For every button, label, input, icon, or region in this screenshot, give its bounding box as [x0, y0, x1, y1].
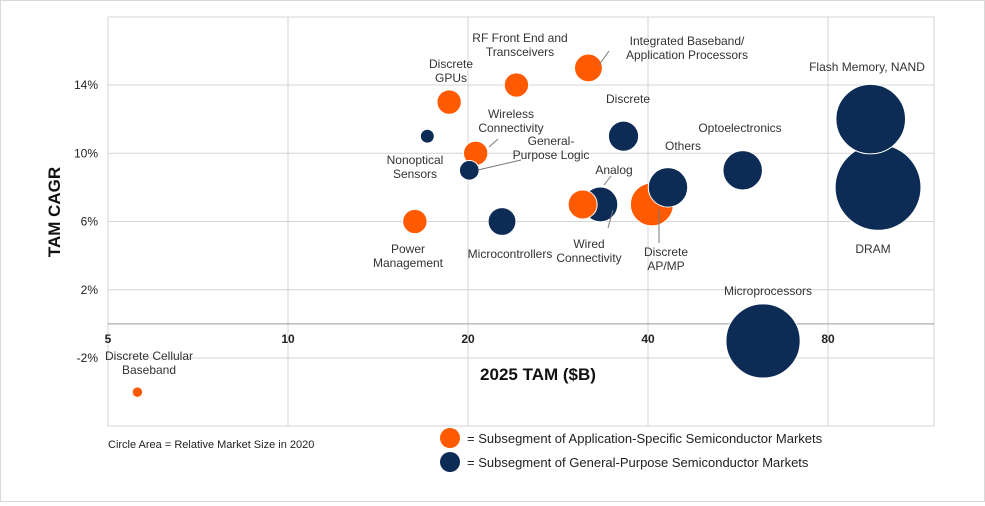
bubble-rf-front-end-and-transceivers [503, 72, 530, 98]
x-tick-20: 20 [461, 332, 475, 346]
bubble-dram [834, 143, 922, 231]
leader-line-4 [607, 209, 614, 229]
bubbles [131, 53, 922, 398]
tick-labels: 5 10 20 40 80 -2% 2% 6% 10% 14% [74, 78, 835, 365]
legend-label-general-purpose: = Subsegment of General-Purpose Semicond… [467, 455, 809, 470]
label-wireless-connectivity: Wireless Connectivity [478, 107, 543, 135]
bubble-microcontrollers [487, 207, 517, 236]
bubble-general-purpose-logic [458, 159, 480, 181]
bubble-discrete [607, 120, 640, 152]
x-axis-title: 2025 TAM ($B) [480, 365, 596, 384]
label-others: Others [665, 139, 701, 153]
legend: = Subsegment of Application-Specific Sem… [440, 428, 823, 472]
y-tick-10: 10% [74, 146, 98, 160]
bubble-flash-memory-nand [835, 83, 907, 155]
label-microcontrollers: Microcontrollers [468, 247, 553, 261]
label-power-management: Power Management [373, 242, 444, 270]
bubble-labels: DRAM Microprocessors Flash Memory, NAND Dis… [105, 31, 925, 377]
label-analog: Analog [595, 163, 632, 177]
label-discrete-gpus: Discrete GPUs [429, 57, 473, 85]
label-discrete: Discrete [606, 92, 650, 106]
leader-line-6 [603, 175, 612, 186]
leader-line-1 [488, 138, 499, 148]
x-tick-40: 40 [641, 332, 655, 346]
legend-swatch-application-specific [440, 428, 460, 448]
bubble-power-management [402, 208, 428, 235]
bubble-optoelectronics [722, 150, 763, 191]
legend-label-application-specific: = Subsegment of Application-Specific Sem… [467, 431, 823, 446]
y-tick-2: -2% [77, 351, 99, 365]
y-tick-6: 6% [81, 215, 99, 229]
legend-swatch-general-purpose [440, 452, 460, 472]
label-discrete-cellular-baseband: Discrete Cellular Baseband [105, 349, 193, 377]
leader-line-2 [598, 50, 610, 66]
y-axis-title: TAM CAGR [45, 167, 64, 257]
leader-line-3 [477, 159, 522, 171]
label-discrete-ap-mp: Discrete AP/MP [644, 245, 688, 273]
bubble-others [647, 167, 689, 208]
label-rf-front-end-and-transceivers: RF Front End and Transceivers [472, 31, 567, 59]
label-integrated-baseband-application-processors: Integrated Baseband/Application Processo… [626, 34, 748, 62]
y-tick-2: 2% [81, 283, 99, 297]
bubble-microprocessors [725, 303, 801, 379]
x-tick-80: 80 [821, 332, 835, 346]
leader-lines [477, 50, 660, 243]
label-wired-connectivity: Wired Connectivity [556, 237, 621, 265]
x-tick-5: 5 [105, 332, 112, 346]
bubble-nonoptical-sensors [419, 128, 435, 144]
label-optoelectronics: Optoelectronics [698, 121, 781, 135]
y-tick-14: 14% [74, 78, 98, 92]
label-nonoptical-sensors: Nonoptical Sensors [387, 153, 444, 181]
bubble-discrete-cellular-baseband [131, 386, 144, 398]
label-microprocessors: Microprocessors [724, 284, 812, 298]
label-flash-memory-nand: Flash Memory, NAND [809, 60, 925, 74]
label-general-purpose-logic: General-Purpose Logic [513, 134, 590, 162]
x-tick-10: 10 [281, 332, 295, 346]
size-note: Circle Area = Relative Market Size in 20… [108, 439, 314, 451]
bubble-wired-connectivity [567, 189, 598, 220]
bubble-integrated-baseband-application-processors [574, 53, 603, 83]
label-dram: DRAM [855, 242, 890, 256]
bubble-discrete-gpus [436, 89, 462, 115]
